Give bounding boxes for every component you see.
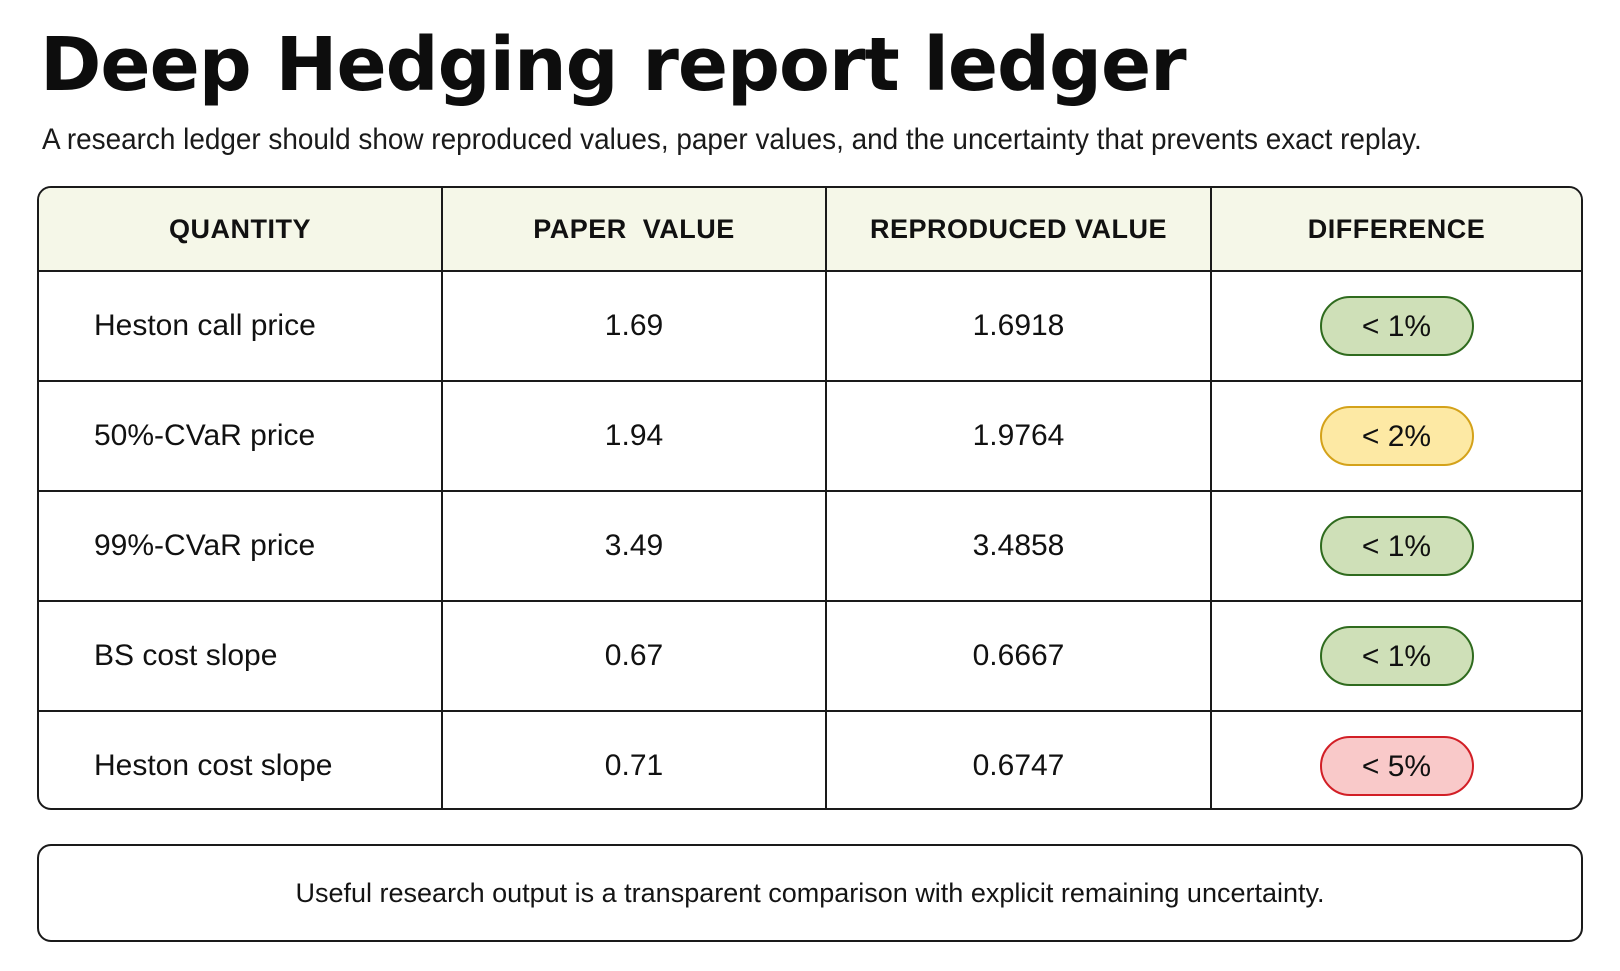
column-header-quantity: QUANTITY [39, 188, 443, 272]
cell-paper-value: 1.69 [442, 271, 827, 382]
cell-paper-value: 0.67 [442, 601, 827, 712]
cell-reproduced-value: 3.4858 [826, 491, 1212, 602]
cell-paper-value: 3.49 [442, 491, 827, 602]
column-header-paper-value: PAPER VALUE [442, 188, 827, 272]
cell-paper-value: 0.71 [442, 711, 827, 808]
cell-reproduced-value: 0.6667 [826, 601, 1212, 712]
table-row: Heston call price 1.69 1.6918 < 1% [39, 271, 1581, 382]
table-row: BS cost slope 0.67 0.6667 < 1% [39, 601, 1581, 712]
footer-note-box: Useful research output is a transparent … [37, 844, 1583, 942]
page-subtitle: A research ledger should show reproduced… [42, 123, 1422, 156]
cell-difference: < 1% [1211, 271, 1581, 382]
cell-quantity: Heston cost slope [39, 711, 443, 808]
cell-difference: < 2% [1211, 381, 1581, 492]
table-row: Heston cost slope 0.71 0.6747 < 5% [39, 711, 1581, 808]
table-header-row: QUANTITY PAPER VALUE REPRODUCED VALUE DI… [39, 188, 1581, 272]
cell-reproduced-value: 0.6747 [826, 711, 1212, 808]
cell-quantity: 50%-CVaR price [39, 381, 443, 492]
difference-badge: < 1% [1319, 296, 1474, 356]
column-header-difference: DIFFERENCE [1211, 188, 1581, 272]
cell-quantity: 99%-CVaR price [39, 491, 443, 602]
table-row: 50%-CVaR price 1.94 1.9764 < 2% [39, 381, 1581, 492]
cell-difference: < 5% [1211, 711, 1581, 808]
cell-reproduced-value: 1.6918 [826, 271, 1212, 382]
ledger-table-container: QUANTITY PAPER VALUE REPRODUCED VALUE DI… [37, 186, 1583, 810]
cell-difference: < 1% [1211, 491, 1581, 602]
column-header-reproduced-value: REPRODUCED VALUE [826, 188, 1212, 272]
footer-note-text: Useful research output is a transparent … [295, 877, 1325, 908]
difference-badge: < 1% [1319, 516, 1474, 576]
cell-quantity: Heston call price [39, 271, 443, 382]
difference-badge: < 5% [1319, 736, 1474, 796]
ledger-table: QUANTITY PAPER VALUE REPRODUCED VALUE DI… [39, 188, 1581, 808]
page-title: Deep Hedging report ledger [40, 22, 1187, 108]
table-row: 99%-CVaR price 3.49 3.4858 < 1% [39, 491, 1581, 602]
difference-badge: < 2% [1319, 406, 1474, 466]
cell-quantity: BS cost slope [39, 601, 443, 712]
cell-difference: < 1% [1211, 601, 1581, 712]
difference-badge: < 1% [1319, 626, 1474, 686]
cell-paper-value: 1.94 [442, 381, 827, 492]
cell-reproduced-value: 1.9764 [826, 381, 1212, 492]
